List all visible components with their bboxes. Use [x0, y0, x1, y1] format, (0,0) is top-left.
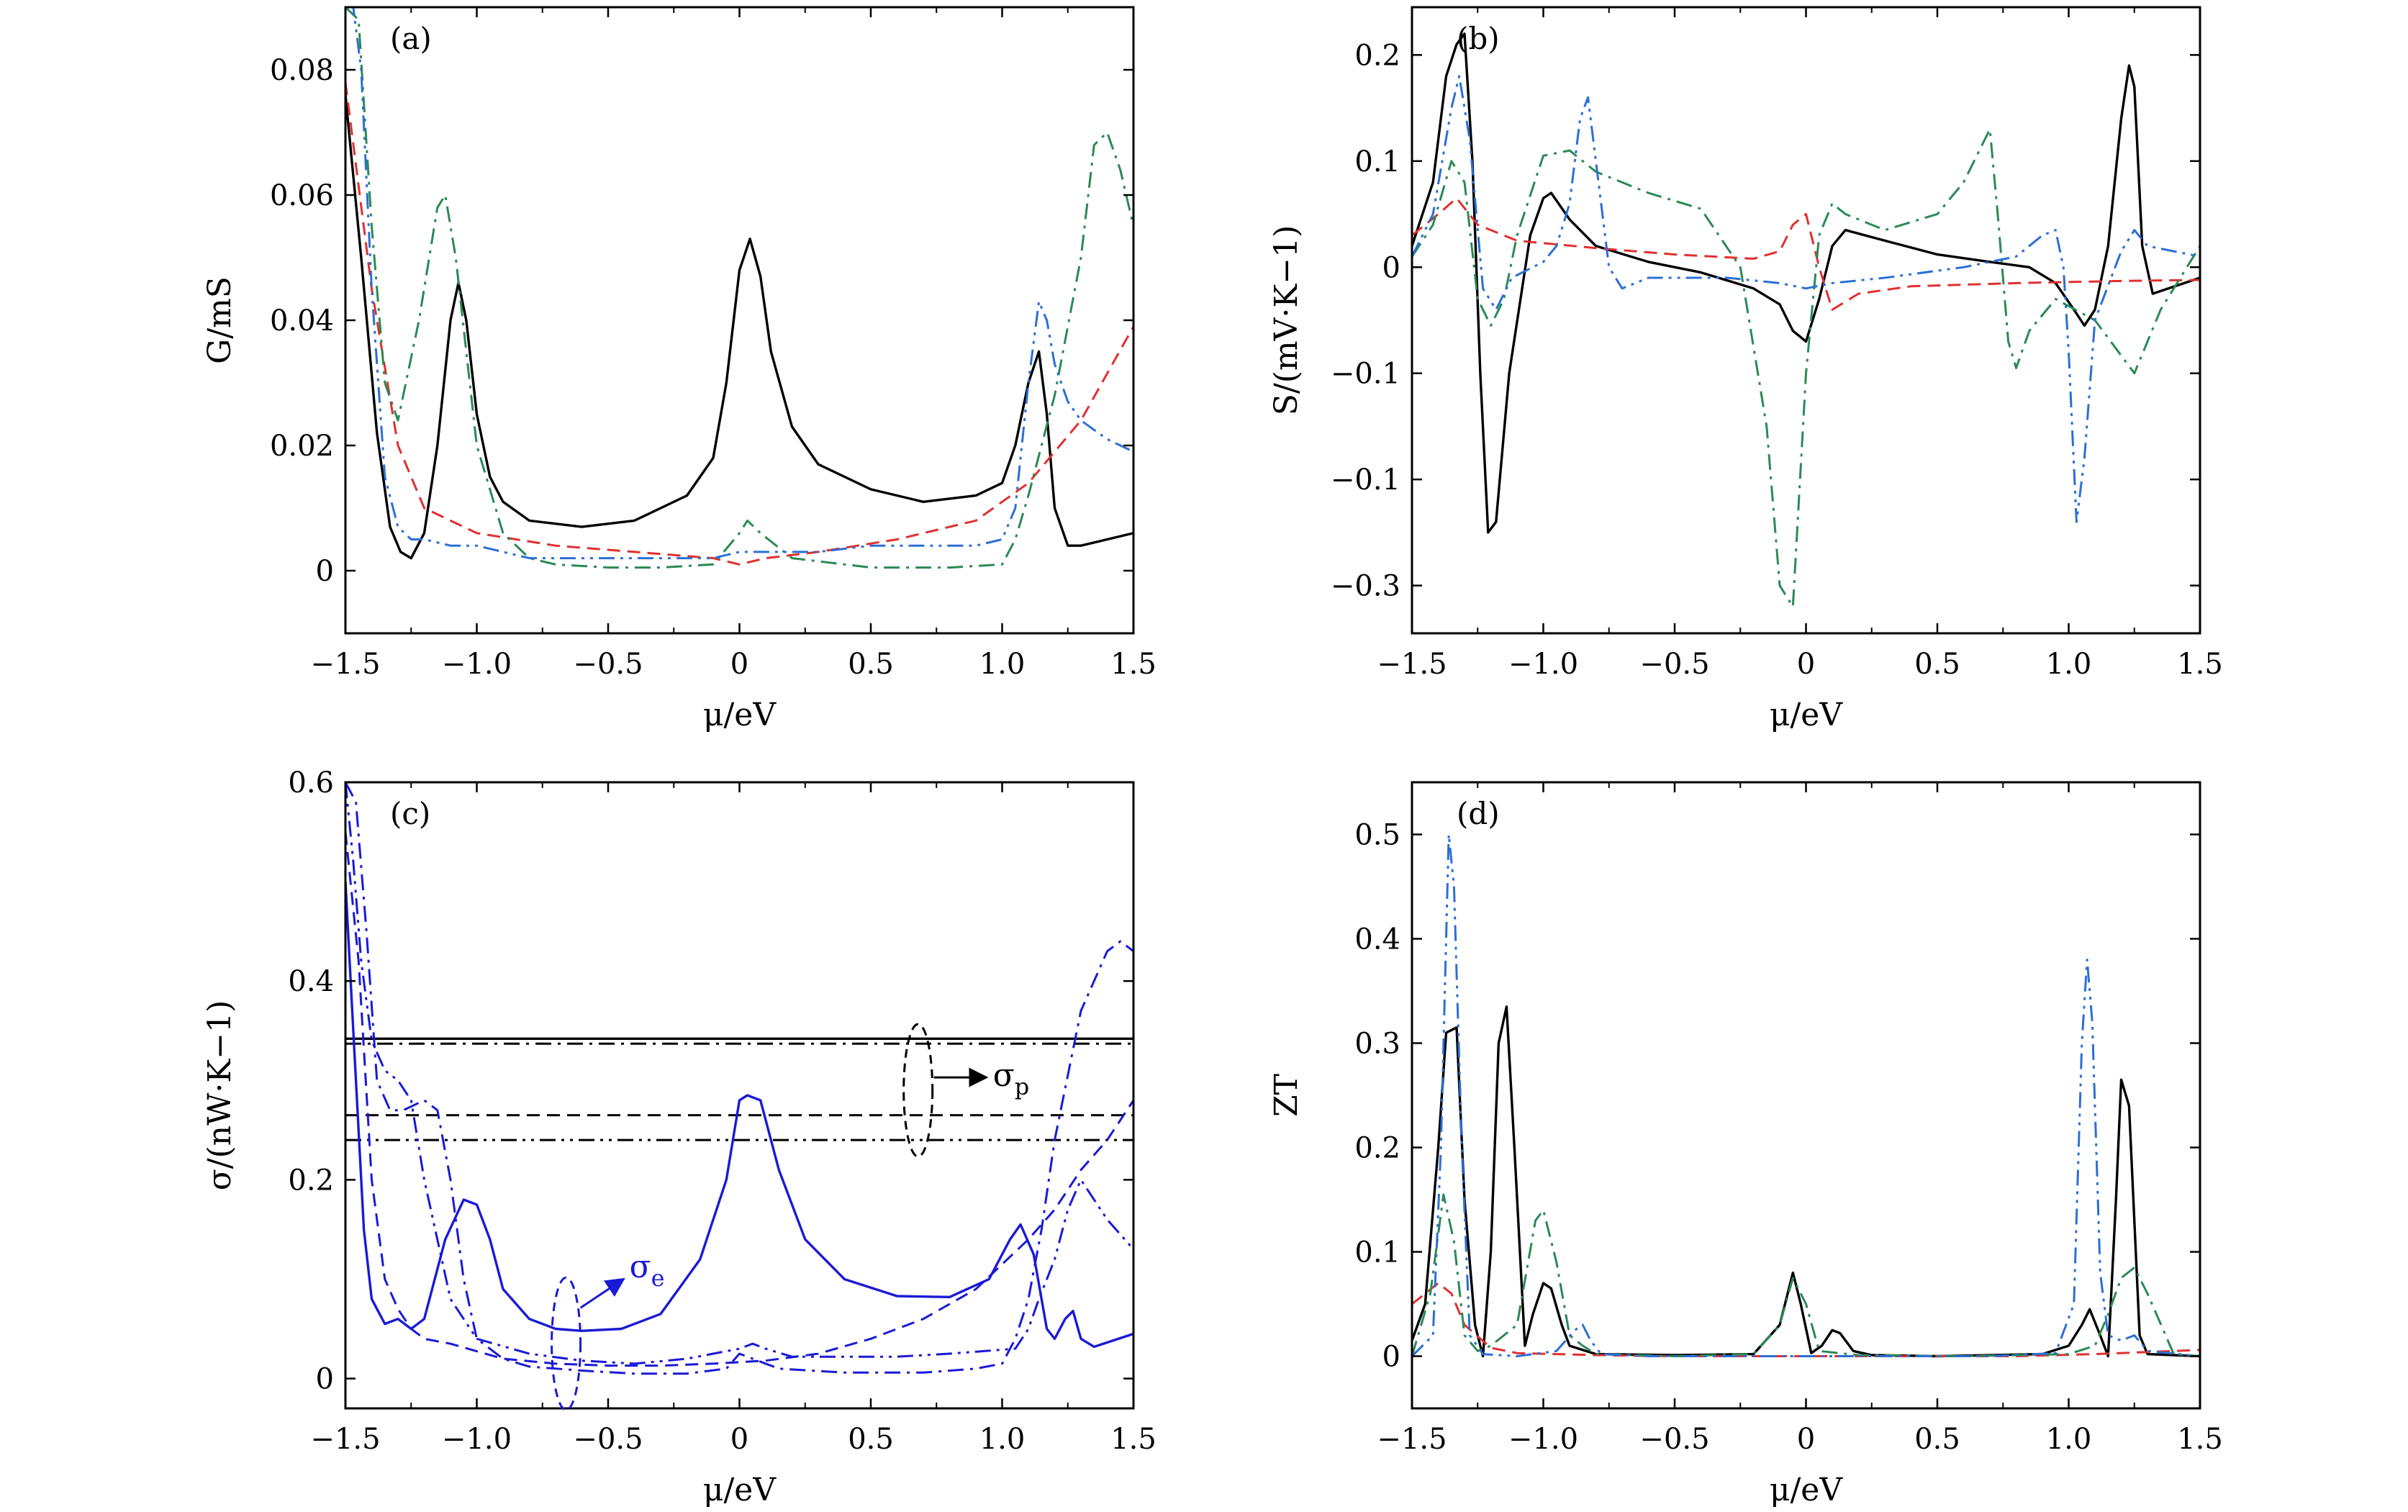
chart-panel-b: −1.5 −1.0 −0.5 0 0.5 1.0 1.5 −0.3 −0.1 −0.1 0 0.1 0.…: [1268, 6, 2223, 733]
x-tick-label-d-6: 1.5: [2177, 1423, 2223, 1456]
y-tick-label-b-1: −0.1: [1331, 463, 1400, 497]
series-line-d-1: [1412, 1282, 2200, 1357]
series-line-c-4: [345, 882, 1133, 1349]
sigma-e-ellipse: [551, 1276, 582, 1411]
panel-label-a: (a): [390, 21, 432, 56]
y-tick-label-c-1: 0.2: [288, 1164, 334, 1197]
y-tick-label-d-5: 0.5: [1354, 819, 1400, 852]
sigma-p-annotation: σp: [993, 1057, 1030, 1100]
x-tick-label-d-0: −1.5: [1377, 1423, 1447, 1456]
series-line-a-3: [345, 7, 1133, 560]
y-axis-label-a: G/mS: [202, 276, 238, 364]
chart-panel-a: −1.5 −1.0 −0.5 0 0.5 1.0 1.5 0 0.02 0.04 0.06 0.08 (…: [202, 6, 1157, 733]
x-axis-label-b: μ/eV: [1770, 697, 1843, 733]
y-tick-label-b-0: −0.3: [1331, 570, 1400, 603]
series-line-c-6: [345, 782, 1133, 1375]
x-tick-label-d-4: 0.5: [1914, 1423, 1960, 1456]
x-axis-label-a: μ/eV: [703, 697, 777, 733]
y-tick-label-a-2: 0.04: [270, 304, 334, 338]
series-line-a-2: [345, 7, 1133, 569]
y-tick-label-b-3: 0: [1382, 251, 1400, 284]
x-tick-label-a-6: 1.5: [1110, 648, 1157, 681]
series-line-b-0: [1412, 32, 2200, 534]
chart-panel-d: −1.5 −1.0 −0.5 0 0.5 1.0 1.5 0 0.1 0.2 0.3 0.4 0.5 (d…: [1268, 781, 2223, 1508]
x-tick-label-c-4: 0.5: [848, 1423, 894, 1456]
sigma-p-ellipse: [902, 1023, 934, 1158]
x-tick-label-c-3: 0: [730, 1423, 748, 1456]
x-axis-label-d: μ/eV: [1770, 1472, 1843, 1508]
y-tick-label-d-4: 0.4: [1354, 923, 1400, 956]
x-tick-label-c-0: −1.5: [310, 1423, 380, 1456]
x-tick-label-b-6: 1.5: [2177, 648, 2223, 681]
y-tick-label-b-5: 0.2: [1354, 39, 1400, 72]
series-line-b-1: [1412, 196, 2200, 311]
y-tick-label-c-2: 0.4: [288, 965, 334, 998]
x-tick-label-c-5: 1.0: [979, 1423, 1026, 1456]
series-line-b-3: [1412, 75, 2200, 523]
x-tick-label-b-2: −0.5: [1639, 648, 1709, 681]
x-tick-label-a-1: −1.0: [442, 648, 512, 681]
x-tick-label-c-6: 1.5: [1110, 1423, 1157, 1456]
x-tick-label-a-0: −1.5: [310, 648, 380, 681]
series-group-d: [1412, 833, 2200, 1358]
x-tick-label-a-5: 1.0: [979, 648, 1026, 681]
y-tick-label-d-1: 0.1: [1354, 1236, 1400, 1269]
panel-label-d: (d): [1457, 796, 1500, 831]
x-tick-label-c-2: −0.5: [573, 1423, 643, 1456]
sigma-e-annotation: σe: [630, 1249, 665, 1292]
panel-label-b: (b): [1457, 21, 1500, 56]
y-tick-label-b-4: 0.1: [1354, 145, 1400, 178]
y-axis-label-d: ZT: [1268, 1074, 1305, 1117]
series-line-b-2: [1412, 128, 2200, 608]
x-tick-label-b-0: −1.5: [1377, 648, 1447, 681]
x-tick-label-b-1: −1.0: [1508, 648, 1578, 681]
y-tick-label-a-3: 0.06: [270, 179, 334, 212]
x-tick-label-c-1: −1.0: [442, 1423, 512, 1456]
chart-panel-c: −1.5 −1.0 −0.5 0 0.5 1.0 1.5 0 0.2 0.4 0.6 (c) μ/eV σ…: [202, 766, 1157, 1508]
y-axis-label-c: σ/(nW·K−1): [202, 1000, 238, 1190]
series-group-a: [345, 7, 1133, 569]
x-tick-label-a-4: 0.5: [848, 648, 894, 681]
y-tick-label-c-3: 0.6: [288, 766, 334, 800]
x-tick-label-d-1: −1.0: [1508, 1423, 1578, 1456]
sigma-e-arrow: [579, 1277, 625, 1309]
panel-label-c: (c): [390, 796, 430, 831]
y-tick-label-a-4: 0.08: [270, 54, 334, 87]
series-group-b: [1412, 32, 2200, 608]
series-line-c-7: [345, 782, 1133, 1365]
x-tick-label-a-3: 0: [730, 648, 748, 681]
y-tick-label-d-2: 0.2: [1354, 1132, 1400, 1165]
y-tick-label-b-2: −0.1: [1331, 358, 1400, 391]
y-axis-label-b: S/(mV·K−1): [1268, 225, 1305, 416]
x-tick-label-d-5: 1.0: [2046, 1423, 2092, 1456]
y-tick-label-a-1: 0.02: [270, 430, 334, 463]
x-axis-label-c: μ/eV: [703, 1472, 777, 1508]
y-tick-label-d-0: 0: [1382, 1341, 1400, 1374]
series-line-c-5: [345, 831, 1133, 1367]
x-tick-label-d-2: −0.5: [1639, 1423, 1709, 1456]
y-tick-label-c-0: 0: [316, 1363, 334, 1396]
series-line-a-0: [345, 94, 1133, 560]
x-tick-label-b-5: 1.0: [2046, 648, 2092, 681]
axis-frame-a: [344, 6, 1135, 635]
axis-frame-d: [1411, 781, 2201, 1410]
x-tick-label-a-2: −0.5: [573, 648, 643, 681]
series-line-a-1: [345, 82, 1133, 566]
series-group-c: [345, 782, 1133, 1375]
y-tick-label-a-0: 0: [316, 555, 334, 588]
series-line-d-3: [1412, 833, 2200, 1357]
x-tick-label-b-3: 0: [1797, 648, 1815, 681]
x-tick-label-d-3: 0: [1797, 1423, 1815, 1456]
y-tick-label-d-3: 0.3: [1354, 1028, 1400, 1061]
x-tick-label-b-4: 0.5: [1914, 648, 1960, 681]
